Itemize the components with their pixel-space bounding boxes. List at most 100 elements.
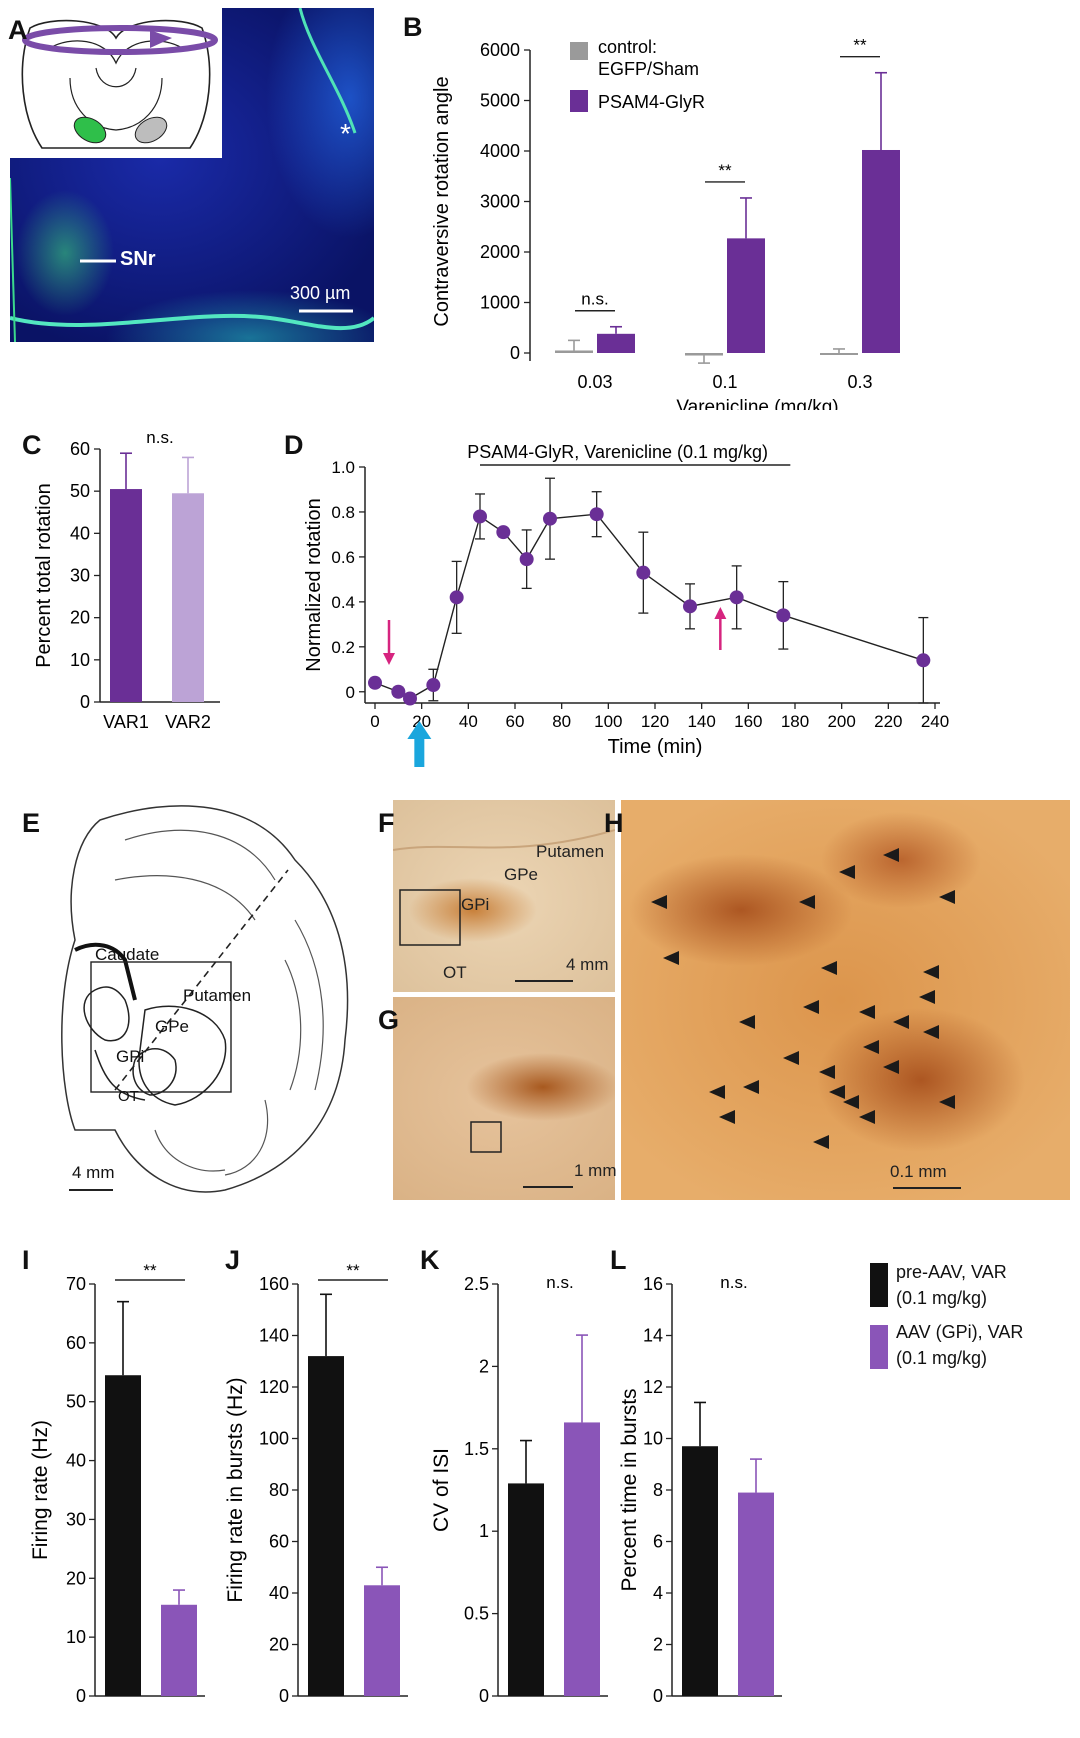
legend-swatch-pre-aav bbox=[870, 1263, 888, 1307]
bar bbox=[508, 1483, 544, 1696]
y-tick-label: 70 bbox=[66, 1274, 86, 1294]
panel-letter-j: J bbox=[225, 1245, 241, 1275]
legend-label-control: control: bbox=[598, 37, 657, 57]
significance-label: ** bbox=[346, 1261, 360, 1280]
arrowhead-marker bbox=[863, 1040, 879, 1054]
arrowhead-marker bbox=[923, 1025, 939, 1039]
bar bbox=[564, 1422, 600, 1696]
x-axis-label: Time (min) bbox=[608, 736, 703, 758]
y-tick-label: 1.0 bbox=[331, 458, 355, 477]
y-tick-label: 14 bbox=[643, 1326, 663, 1346]
arrowhead-marker bbox=[829, 1085, 845, 1099]
significance-label: ** bbox=[853, 36, 867, 55]
bar bbox=[364, 1585, 400, 1696]
bar bbox=[172, 493, 204, 702]
x-tick-label: 180 bbox=[781, 712, 809, 731]
legend-label-control: EGFP/Sham bbox=[598, 59, 699, 79]
panel-letter-k: K bbox=[420, 1245, 440, 1275]
y-axis-label: Percent time in bursts bbox=[618, 1388, 641, 1591]
brain-outline-diagram bbox=[21, 19, 218, 149]
panel-letter-d: D bbox=[284, 430, 304, 460]
y-tick-label: 50 bbox=[66, 1392, 86, 1412]
panel-letter-a: A bbox=[8, 15, 28, 45]
significance-label: n.s. bbox=[146, 428, 173, 447]
y-tick-label: 6000 bbox=[480, 40, 520, 60]
y-tick-label: 0 bbox=[76, 1686, 86, 1706]
data-point bbox=[776, 608, 791, 623]
y-tick-label: 40 bbox=[269, 1583, 289, 1603]
scale-bar-label-e: 4 mm bbox=[72, 1163, 115, 1182]
x-axis-label: Varenicline (mg/kg) bbox=[676, 397, 838, 410]
data-point bbox=[636, 565, 651, 580]
y-tick-label: 12 bbox=[643, 1377, 663, 1397]
arrowhead-marker bbox=[919, 990, 935, 1004]
arrowhead-marker bbox=[939, 1095, 955, 1109]
x-tick-label: 60 bbox=[506, 712, 525, 731]
bar bbox=[105, 1375, 141, 1696]
data-point bbox=[683, 599, 697, 614]
legend-swatch-psam bbox=[570, 90, 588, 112]
chart-d: 00.20.40.60.81.00 20 40 60 80 100 120 140 160 180… bbox=[303, 442, 949, 767]
panel-g-micrograph bbox=[393, 997, 615, 1200]
chart-k: 0 0.5 1 1.5 2 2.5 CV of ISI n.s. bbox=[430, 1273, 608, 1706]
data-point bbox=[519, 552, 534, 567]
bar bbox=[110, 489, 142, 702]
arrowhead-marker bbox=[923, 965, 939, 979]
arrowhead-marker bbox=[893, 1015, 909, 1029]
y-tick-label: 60 bbox=[66, 1333, 86, 1353]
magenta-arrowhead bbox=[383, 653, 395, 665]
chart-c: 0 10 20 30 40 50 60 Percent total rotation VAR1 V… bbox=[33, 428, 220, 732]
x-tick-label: 0.3 bbox=[847, 372, 872, 392]
y-tick-label: 4000 bbox=[480, 141, 520, 161]
bar bbox=[685, 353, 723, 356]
y-axis-label: Firing rate (Hz) bbox=[29, 1420, 52, 1560]
data-point bbox=[449, 590, 464, 605]
y-tick-label: 80 bbox=[269, 1480, 289, 1500]
arrowhead-marker bbox=[783, 1051, 799, 1065]
legend-swatch-control bbox=[570, 42, 588, 60]
significance-label: ** bbox=[718, 161, 732, 180]
x-tick-label: VAR2 bbox=[165, 712, 211, 732]
y-tick-label: 10 bbox=[643, 1429, 663, 1449]
x-tick-label: 0.1 bbox=[712, 372, 737, 392]
panel-letter-f: F bbox=[378, 808, 395, 838]
significance-label: n.s. bbox=[581, 290, 608, 309]
y-tick-label: 50 bbox=[70, 481, 90, 501]
y-tick-label: 20 bbox=[269, 1635, 289, 1655]
x-tick-label: 100 bbox=[594, 712, 622, 731]
significance-label: n.s. bbox=[546, 1273, 573, 1292]
arrowhead-marker bbox=[843, 1095, 859, 1109]
arrowhead-marker bbox=[743, 1080, 759, 1094]
arrowhead-marker bbox=[663, 951, 679, 965]
y-tick-label: 0 bbox=[80, 692, 90, 712]
panel-letter-i: I bbox=[22, 1245, 30, 1275]
arrowhead-marker bbox=[739, 1015, 755, 1029]
y-tick-label: 0 bbox=[346, 683, 355, 702]
panel-letter-b: B bbox=[403, 12, 423, 42]
arrowhead-marker bbox=[883, 848, 899, 862]
arrowhead-marker bbox=[859, 1110, 875, 1124]
arrowhead-marker bbox=[803, 1000, 819, 1014]
x-tick-label: 0.03 bbox=[577, 372, 612, 392]
label-caudate: Caudate bbox=[95, 945, 160, 964]
y-tick-label: 0.4 bbox=[331, 593, 355, 612]
panel-letter-h: H bbox=[604, 808, 624, 838]
y-tick-label: 140 bbox=[259, 1326, 289, 1346]
panel-h-micrograph bbox=[621, 800, 1070, 1200]
x-tick-label: 160 bbox=[734, 712, 762, 731]
y-tick-label: 1 bbox=[479, 1521, 489, 1541]
legend-label-pre-aav: pre-AAV, VAR (0.1 mg/kg) bbox=[896, 1262, 1007, 1308]
arrowhead-marker bbox=[819, 1065, 835, 1079]
y-tick-label: 10 bbox=[70, 650, 90, 670]
y-tick-label: 4 bbox=[653, 1583, 663, 1603]
y-tick-label: 120 bbox=[259, 1377, 289, 1397]
arrowhead-marker bbox=[719, 1110, 735, 1124]
panel-h-arrowheads bbox=[651, 848, 961, 1189]
y-tick-label: 2.5 bbox=[464, 1274, 489, 1294]
scale-bar-label-f: 4 mm bbox=[566, 955, 609, 974]
y-tick-label: 8 bbox=[653, 1480, 663, 1500]
scale-bar-label-h: 0.1 mm bbox=[890, 1162, 947, 1181]
chart-b: 0 1000 2000 3000 4000 5000 6000 Contraversive r… bbox=[431, 36, 900, 410]
label-gpe-e: GPe bbox=[155, 1017, 190, 1036]
y-tick-label: 60 bbox=[269, 1532, 289, 1552]
